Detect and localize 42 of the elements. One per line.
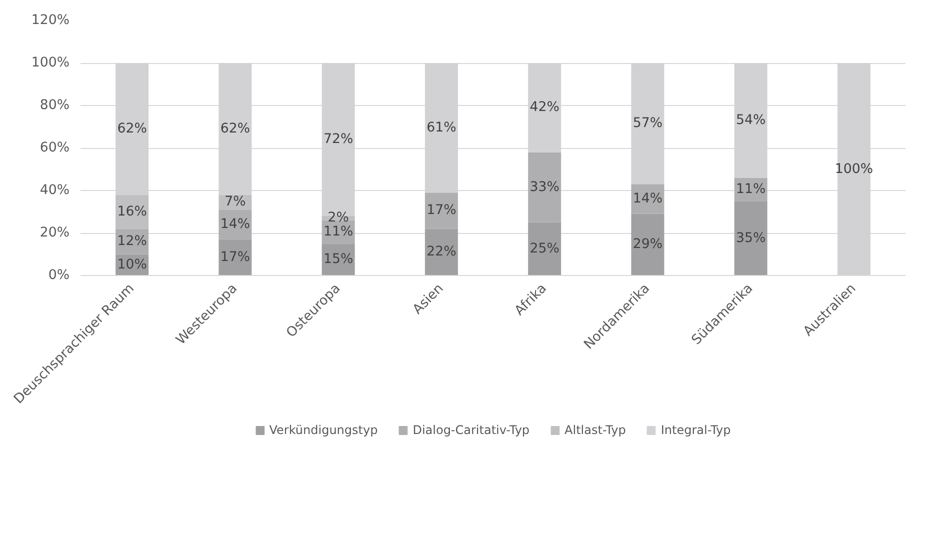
data-label: 54% xyxy=(736,112,766,128)
y-tick-label: 0% xyxy=(48,268,70,283)
data-label: 25% xyxy=(530,241,560,256)
data-label: 17% xyxy=(220,250,250,265)
y-tick-label: 120% xyxy=(31,13,70,28)
data-label: 16% xyxy=(117,204,147,220)
data-label: 62% xyxy=(220,121,250,136)
data-label: 10% xyxy=(117,257,147,272)
data-label: 57% xyxy=(632,116,662,132)
data-label: 11% xyxy=(736,182,766,197)
legend-label: Altlast-Typ xyxy=(564,423,626,437)
bar xyxy=(734,201,768,276)
data-label: 42% xyxy=(530,100,560,116)
bar xyxy=(424,192,458,229)
data-label: 15% xyxy=(324,252,354,268)
bar xyxy=(528,222,562,276)
legend-label: Dialog-Caritativ-Typ xyxy=(412,423,530,437)
data-label: 17% xyxy=(426,203,456,218)
y-tick-label: 40% xyxy=(40,183,70,198)
bar xyxy=(528,152,562,222)
y-tick-label: 100% xyxy=(31,56,70,70)
data-label: 11% xyxy=(324,224,354,240)
data-label: 2% xyxy=(328,210,349,226)
data-label: 62% xyxy=(117,121,147,136)
data-label: 100% xyxy=(834,162,873,177)
data-label: 72% xyxy=(324,132,354,147)
bar xyxy=(424,228,458,276)
data-label: 14% xyxy=(632,192,662,206)
data-label: 33% xyxy=(530,180,560,195)
legend-label: Verkündigungstyp xyxy=(269,423,378,437)
data-label: 35% xyxy=(736,230,766,246)
data-label: 12% xyxy=(117,234,147,249)
data-label: 7% xyxy=(224,194,246,210)
data-label: 29% xyxy=(632,237,662,252)
legend-label: Integral-Typ xyxy=(660,423,731,437)
data-label: 14% xyxy=(220,217,250,232)
data-label: 22% xyxy=(426,244,456,260)
y-tick-label: 80% xyxy=(40,98,70,113)
y-tick-label: 20% xyxy=(40,226,70,240)
data-label: 61% xyxy=(426,120,456,136)
bar xyxy=(631,214,664,276)
y-tick-label: 60% xyxy=(40,140,70,156)
